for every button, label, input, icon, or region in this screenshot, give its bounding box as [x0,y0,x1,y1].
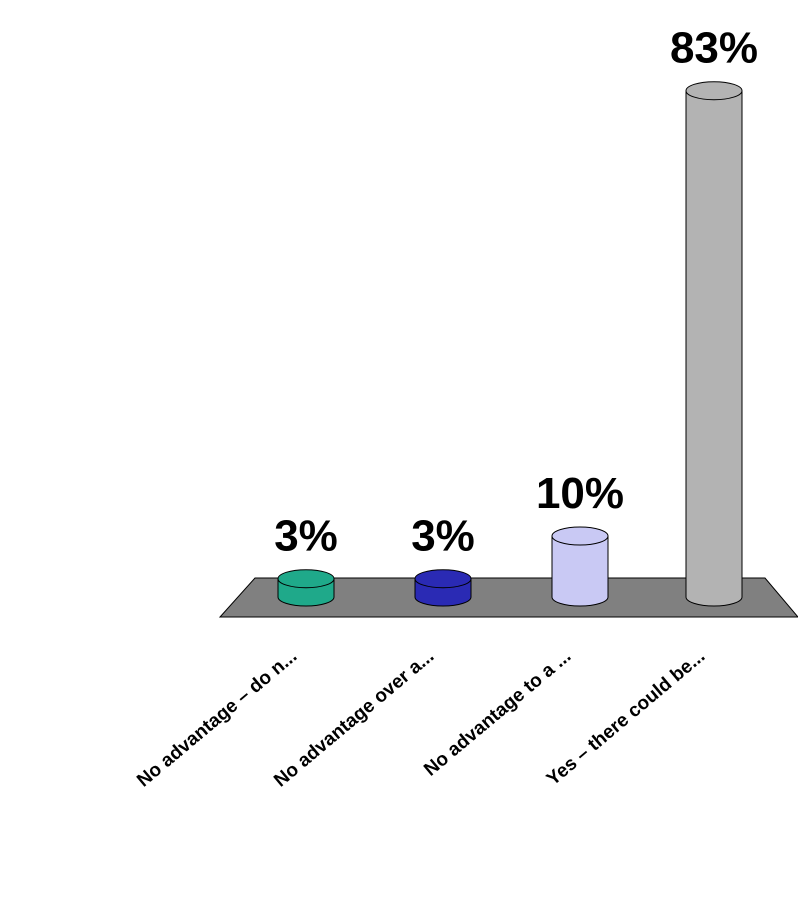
bar [552,536,608,597]
bar-top [414,569,472,589]
x-tick-label: No advantage to a ... [420,646,575,781]
bar-top [551,526,609,546]
value-label: 10% [536,469,624,518]
x-tick-label: No advantage over a... [270,646,438,792]
value-label: 3% [274,512,338,561]
bar-top [277,569,335,589]
bar [686,90,742,597]
value-label: 3% [411,512,475,561]
bar-top [685,81,743,101]
value-label: 83% [670,24,758,73]
